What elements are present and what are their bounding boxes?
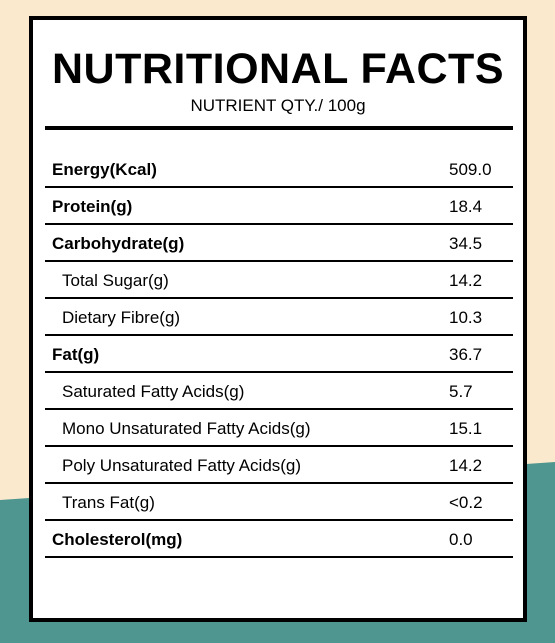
nutrient-value: 509.0: [449, 160, 492, 179]
nutrient-label: Energy(Kcal): [52, 160, 157, 179]
panel-title: NUTRITIONAL FACTS: [51, 45, 505, 93]
nutrient-row-dietary-fibre: Dietary Fibre(g) 10.3: [45, 299, 513, 336]
nutrient-row-trans-fat: Trans Fat(g) <0.2: [45, 484, 513, 521]
nutrient-value: 34.5: [449, 234, 483, 253]
nutrient-label: Fat(g): [52, 345, 100, 364]
nutrient-label: Protein(g): [52, 197, 133, 216]
nutrient-label: Saturated Fatty Acids(g): [62, 382, 245, 401]
nutrient-row-fat: Fat(g) 36.7: [45, 336, 513, 373]
nutrient-row-protein: Protein(g) 18.4: [45, 188, 513, 225]
nutrient-value: 14.2: [449, 271, 483, 290]
header-divider: [45, 126, 513, 130]
nutrient-row-saturated-fatty-acids: Saturated Fatty Acids(g) 5.7: [45, 373, 513, 410]
nutrient-label: Cholesterol(mg): [52, 530, 183, 549]
nutrient-value: 5.7: [449, 382, 473, 401]
nutrient-row-energy: Energy(Kcal) 509.0: [45, 151, 513, 188]
nutrition-facts-panel: NUTRITIONAL FACTS NUTRIENT QTY./ 100g En…: [29, 16, 527, 622]
nutrient-label: Poly Unsaturated Fatty Acids(g): [62, 456, 302, 475]
nutrient-label: Mono Unsaturated Fatty Acids(g): [62, 419, 311, 438]
nutrient-label: Total Sugar(g): [62, 271, 169, 290]
nutrient-row-cholesterol: Cholesterol(mg) 0.0: [45, 521, 513, 558]
nutrient-row-mono-unsaturated: Mono Unsaturated Fatty Acids(g) 15.1: [45, 410, 513, 447]
nutrient-value: <0.2: [449, 493, 483, 512]
nutrient-value: 0.0: [449, 530, 473, 549]
nutrient-label: Trans Fat(g): [62, 493, 155, 512]
nutrient-row-carbohydrate: Carbohydrate(g) 34.5: [45, 225, 513, 262]
nutrient-table: Energy(Kcal) 509.0 Protein(g) 18.4 Carbo…: [45, 151, 513, 558]
nutrient-row-total-sugar: Total Sugar(g) 14.2: [45, 262, 513, 299]
panel-subtitle: NUTRIENT QTY./ 100g: [190, 96, 366, 115]
nutrient-value: 10.3: [449, 308, 483, 327]
nutrient-row-poly-unsaturated: Poly Unsaturated Fatty Acids(g) 14.2: [45, 447, 513, 484]
nutrient-value: 15.1: [449, 419, 483, 438]
nutrient-label: Carbohydrate(g): [52, 234, 185, 253]
nutrient-value: 18.4: [449, 197, 483, 216]
nutrient-label: Dietary Fibre(g): [62, 308, 181, 327]
nutrient-value: 14.2: [449, 456, 483, 475]
nutrient-value: 36.7: [449, 345, 483, 364]
